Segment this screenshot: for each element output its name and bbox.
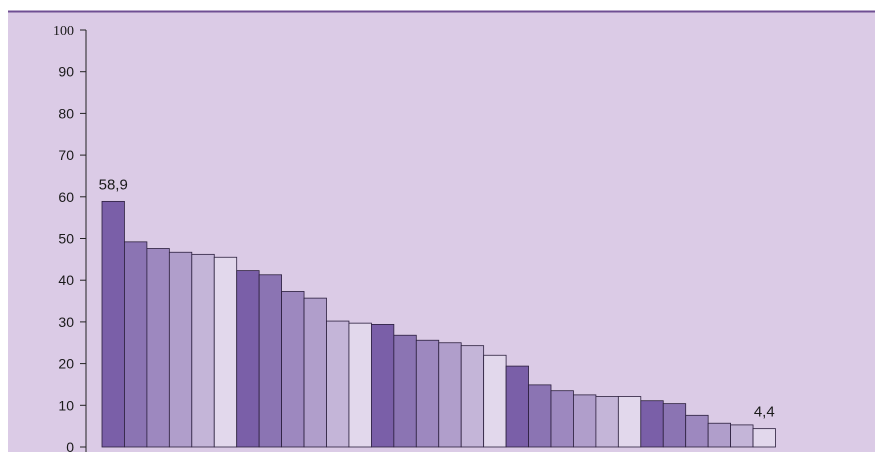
y-tick-label: 90 [58,64,74,80]
bar [213,256,238,448]
bar [685,414,709,448]
bar [258,274,282,448]
bar [191,253,215,448]
y-axis-ticks: 0 10 20 30 40 50 60 70 80 90 100 [53,24,86,455]
bar [640,400,664,448]
bar [730,424,754,448]
data-label: 58,9 [99,176,128,193]
bar [460,345,485,448]
bar [370,323,395,448]
bar [236,270,260,448]
bar [124,241,148,448]
bar [146,248,170,448]
bar [438,342,462,448]
bar [752,428,776,448]
bar [617,396,642,448]
bar [415,339,440,448]
bar [326,320,350,448]
bar [303,297,327,448]
bar [348,322,372,448]
y-tick-label: 10 [58,397,74,413]
y-tick-label: 60 [58,189,74,205]
y-tick-label: 40 [58,272,74,288]
data-labels-group: 58,9 4,4 [99,176,775,420]
bar [662,403,687,448]
bars-group [101,200,776,448]
bar [101,200,125,448]
bar [505,365,529,448]
bar [550,390,574,448]
bar [707,422,732,448]
bar [595,396,619,448]
y-tick-label: 80 [58,105,74,121]
y-tick-label: 70 [58,147,74,163]
y-tick-label: 20 [58,356,74,372]
bar [573,394,597,448]
bar [528,384,552,448]
y-tick-label: 100 [53,24,74,39]
bar [393,334,417,448]
bar [281,291,305,448]
bar [483,354,507,448]
y-tick-label: 0 [66,439,74,452]
bar [168,251,193,448]
data-label: 4,4 [754,404,775,421]
y-tick-label: 50 [58,231,74,247]
y-tick-label: 30 [58,314,74,330]
